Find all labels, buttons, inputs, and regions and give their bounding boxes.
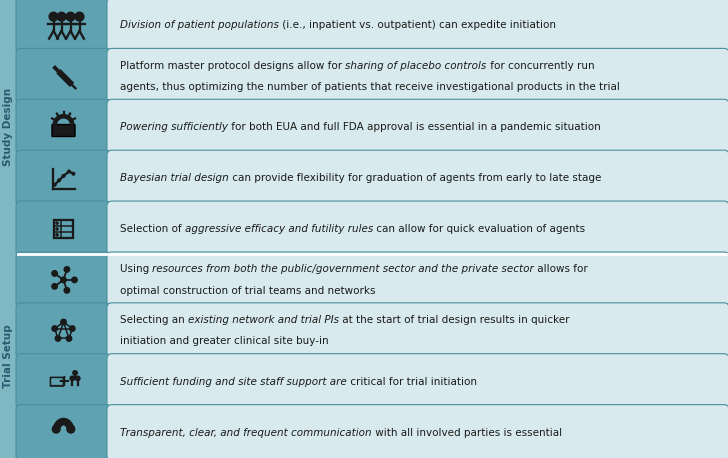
Circle shape — [60, 277, 66, 283]
FancyBboxPatch shape — [52, 125, 75, 136]
Text: Sufficient funding and site staff support are: Sufficient funding and site staff suppor… — [120, 376, 347, 387]
Circle shape — [76, 376, 80, 381]
Circle shape — [55, 336, 60, 341]
Circle shape — [56, 228, 58, 230]
FancyBboxPatch shape — [16, 303, 111, 359]
Circle shape — [52, 326, 58, 331]
Circle shape — [70, 376, 74, 381]
Text: at the start of trial design results in quicker: at the start of trial design results in … — [339, 315, 569, 325]
Text: Selecting an: Selecting an — [120, 315, 188, 325]
Circle shape — [64, 267, 70, 272]
Text: for both EUA and full FDA approval is essential in a pandemic situation: for both EUA and full FDA approval is es… — [228, 122, 601, 132]
Circle shape — [67, 425, 75, 433]
FancyBboxPatch shape — [16, 354, 111, 409]
Text: Bayesian trial design: Bayesian trial design — [120, 173, 229, 183]
Text: Powering sufficiently: Powering sufficiently — [120, 122, 228, 132]
FancyBboxPatch shape — [52, 379, 62, 385]
Text: for concurrently run: for concurrently run — [486, 61, 594, 71]
Circle shape — [72, 277, 77, 283]
FancyBboxPatch shape — [107, 150, 728, 206]
Circle shape — [57, 12, 66, 21]
Circle shape — [73, 371, 77, 375]
Text: +: + — [57, 374, 70, 389]
Text: (i.e., inpatient vs. outpatient) can expedite initiation: (i.e., inpatient vs. outpatient) can exp… — [279, 21, 556, 30]
Text: Platform master protocol designs allow for: Platform master protocol designs allow f… — [120, 61, 345, 71]
Circle shape — [56, 222, 58, 224]
FancyBboxPatch shape — [16, 404, 111, 458]
Circle shape — [60, 319, 66, 325]
Circle shape — [58, 179, 60, 182]
Circle shape — [64, 288, 70, 293]
FancyBboxPatch shape — [50, 377, 64, 387]
Text: Study Design: Study Design — [3, 88, 13, 166]
FancyBboxPatch shape — [107, 354, 728, 409]
FancyBboxPatch shape — [107, 404, 728, 458]
Circle shape — [75, 12, 84, 21]
Circle shape — [62, 174, 65, 177]
Circle shape — [52, 425, 60, 433]
FancyBboxPatch shape — [107, 99, 728, 155]
Bar — [54, 220, 74, 238]
FancyBboxPatch shape — [107, 303, 728, 359]
Circle shape — [68, 170, 71, 173]
Text: resources from both the public/government sector and the private sector: resources from both the public/governmen… — [152, 264, 534, 274]
Circle shape — [72, 172, 75, 175]
FancyBboxPatch shape — [107, 252, 728, 308]
Text: existing network and trial PIs: existing network and trial PIs — [188, 315, 339, 325]
Circle shape — [66, 12, 75, 21]
Text: Selection of: Selection of — [120, 224, 185, 234]
Circle shape — [66, 336, 72, 341]
Text: allows for: allows for — [534, 264, 588, 274]
FancyBboxPatch shape — [16, 150, 111, 206]
Text: Transparent, clear, and frequent communication: Transparent, clear, and frequent communi… — [120, 428, 371, 437]
Circle shape — [52, 284, 58, 289]
Text: Trial Setup: Trial Setup — [3, 324, 13, 388]
Text: optimal construction of trial teams and networks: optimal construction of trial teams and … — [120, 285, 376, 295]
Text: agents, thus optimizing the number of patients that receive investigational prod: agents, thus optimizing the number of pa… — [120, 82, 620, 92]
Text: Using: Using — [120, 264, 152, 274]
Text: can provide flexibility for graduation of agents from early to late stage: can provide flexibility for graduation o… — [229, 173, 601, 183]
Text: sharing of placebo controls: sharing of placebo controls — [345, 61, 486, 71]
FancyBboxPatch shape — [107, 49, 728, 104]
Circle shape — [56, 234, 58, 236]
FancyBboxPatch shape — [107, 0, 728, 54]
Text: aggressive efficacy and futility rules: aggressive efficacy and futility rules — [185, 224, 373, 234]
FancyBboxPatch shape — [16, 49, 111, 104]
FancyBboxPatch shape — [107, 201, 728, 257]
FancyBboxPatch shape — [16, 0, 111, 54]
FancyBboxPatch shape — [16, 99, 111, 155]
Circle shape — [49, 12, 58, 21]
Circle shape — [70, 326, 75, 331]
Text: initiation and greater clinical site buy-in: initiation and greater clinical site buy… — [120, 337, 328, 346]
Text: Division of patient populations: Division of patient populations — [120, 21, 279, 30]
Text: can allow for quick evaluation of agents: can allow for quick evaluation of agents — [373, 224, 585, 234]
FancyBboxPatch shape — [16, 252, 111, 308]
Text: with all involved parties is essential: with all involved parties is essential — [371, 428, 562, 437]
Text: critical for trial initiation: critical for trial initiation — [347, 376, 477, 387]
FancyBboxPatch shape — [16, 201, 111, 257]
Circle shape — [53, 183, 56, 186]
Circle shape — [52, 271, 58, 276]
